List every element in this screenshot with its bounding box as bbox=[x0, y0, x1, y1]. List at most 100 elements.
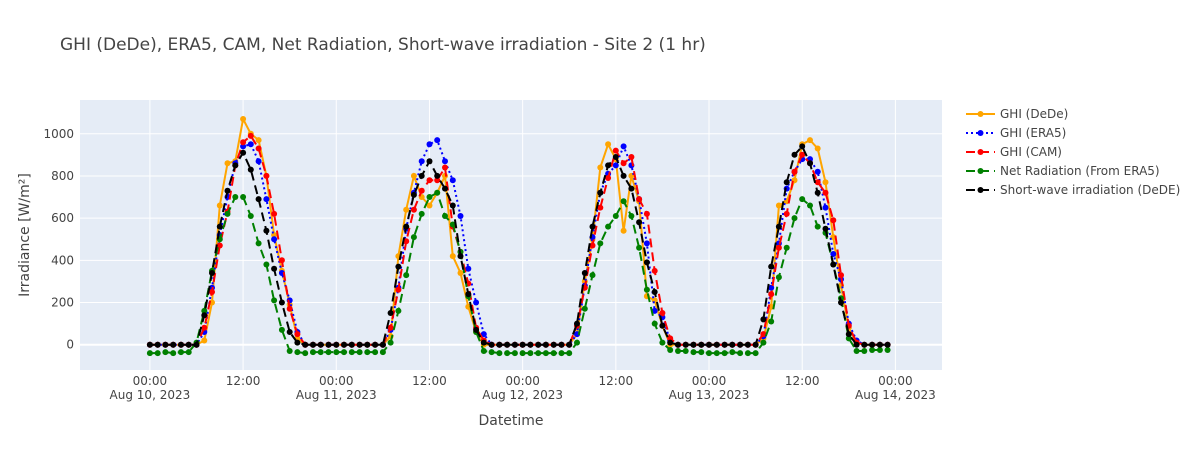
data-point bbox=[876, 347, 883, 353]
data-point bbox=[830, 217, 837, 224]
data-point bbox=[675, 348, 681, 354]
data-point bbox=[853, 348, 860, 354]
data-point bbox=[271, 210, 278, 217]
data-point bbox=[698, 341, 705, 348]
data-point bbox=[224, 210, 231, 217]
data-point bbox=[255, 145, 262, 152]
data-point bbox=[682, 348, 689, 354]
data-point bbox=[659, 310, 666, 316]
data-point bbox=[581, 305, 588, 312]
data-point bbox=[636, 219, 643, 226]
data-point bbox=[643, 210, 650, 217]
legend-swatch-marker bbox=[977, 111, 984, 117]
x-tick-label: 00:00 bbox=[505, 374, 540, 388]
legend[interactable]: GHI (DeDe) GHI (ERA5) GHI (CAM) Net Radiati… bbox=[966, 107, 1180, 197]
data-point bbox=[310, 341, 316, 348]
x-tick-label: 12:00 bbox=[412, 374, 447, 388]
data-point bbox=[185, 349, 192, 356]
data-point bbox=[713, 341, 720, 348]
data-point bbox=[434, 189, 441, 196]
data-point bbox=[814, 189, 821, 196]
data-point bbox=[838, 299, 844, 306]
data-point bbox=[504, 350, 511, 357]
data-point bbox=[605, 223, 612, 230]
legend-item[interactable]: GHI (CAM) bbox=[966, 145, 1062, 159]
legend-swatch-marker bbox=[977, 187, 984, 193]
data-point bbox=[597, 164, 604, 171]
legend-label: Short-wave irradiation (DeDE) bbox=[1000, 183, 1180, 197]
data-point bbox=[636, 244, 643, 251]
data-point bbox=[178, 341, 184, 348]
data-point bbox=[775, 274, 782, 281]
data-point bbox=[814, 179, 821, 186]
data-point bbox=[341, 341, 347, 348]
data-point bbox=[201, 324, 208, 331]
data-point bbox=[387, 310, 394, 316]
data-point bbox=[861, 341, 868, 348]
data-point bbox=[550, 341, 557, 348]
x-tick-label: 00:00 bbox=[878, 374, 913, 388]
data-point bbox=[488, 341, 495, 348]
data-point bbox=[473, 299, 480, 306]
legend-item[interactable]: GHI (ERA5) bbox=[966, 126, 1066, 140]
data-point bbox=[744, 341, 751, 348]
data-point bbox=[356, 341, 363, 348]
data-point bbox=[426, 158, 433, 165]
data-point bbox=[418, 187, 425, 194]
data-point bbox=[224, 187, 231, 194]
data-point bbox=[403, 223, 410, 230]
data-point bbox=[480, 331, 487, 338]
data-point bbox=[154, 341, 161, 348]
data-point bbox=[519, 341, 526, 348]
data-point bbox=[729, 349, 736, 356]
data-point bbox=[294, 349, 301, 356]
data-point bbox=[395, 307, 402, 314]
chart-title: GHI (DeDe), ERA5, CAM, Net Radiation, Sh… bbox=[60, 35, 706, 55]
data-point bbox=[667, 335, 674, 342]
data-point bbox=[612, 154, 619, 160]
data-point bbox=[201, 307, 208, 314]
data-point bbox=[317, 341, 324, 348]
series-line bbox=[149, 144, 888, 346]
data-point bbox=[395, 286, 402, 293]
data-point bbox=[605, 141, 612, 148]
data-point bbox=[263, 261, 270, 268]
data-point bbox=[426, 141, 433, 148]
data-point bbox=[869, 347, 876, 353]
data-point bbox=[760, 331, 767, 338]
data-point bbox=[566, 350, 573, 357]
data-point bbox=[302, 350, 309, 357]
data-point bbox=[752, 350, 759, 357]
series-layer bbox=[146, 115, 891, 357]
data-point bbox=[830, 251, 837, 257]
data-point bbox=[247, 132, 254, 139]
data-point bbox=[690, 341, 697, 348]
y-tick-label: 800 bbox=[51, 169, 74, 183]
data-point bbox=[597, 189, 604, 196]
series-line bbox=[149, 191, 888, 355]
data-point bbox=[449, 253, 456, 260]
legend-item[interactable]: GHI (DeDe) bbox=[966, 107, 1068, 121]
data-point bbox=[830, 261, 837, 268]
x-tick-label: 12:00 bbox=[226, 374, 261, 388]
x-tick-date-label: Aug 13, 2023 bbox=[669, 388, 750, 402]
data-point bbox=[783, 179, 790, 186]
data-point bbox=[442, 213, 448, 219]
data-point bbox=[620, 143, 627, 150]
series-5 bbox=[146, 143, 891, 348]
data-point bbox=[574, 320, 580, 327]
data-point bbox=[612, 213, 619, 219]
data-point bbox=[364, 341, 371, 348]
plot-area bbox=[80, 100, 942, 370]
legend-item[interactable]: Short-wave irradiation (DeDE) bbox=[966, 183, 1180, 197]
data-point bbox=[480, 339, 487, 346]
legend-item[interactable]: Net Radiation (From ERA5) bbox=[966, 164, 1160, 178]
data-point bbox=[255, 158, 262, 165]
data-point bbox=[457, 213, 464, 219]
data-point bbox=[566, 341, 573, 348]
data-point bbox=[286, 329, 293, 335]
data-point bbox=[247, 141, 254, 148]
data-point bbox=[348, 349, 355, 356]
data-point bbox=[721, 350, 728, 357]
data-point bbox=[574, 339, 580, 346]
